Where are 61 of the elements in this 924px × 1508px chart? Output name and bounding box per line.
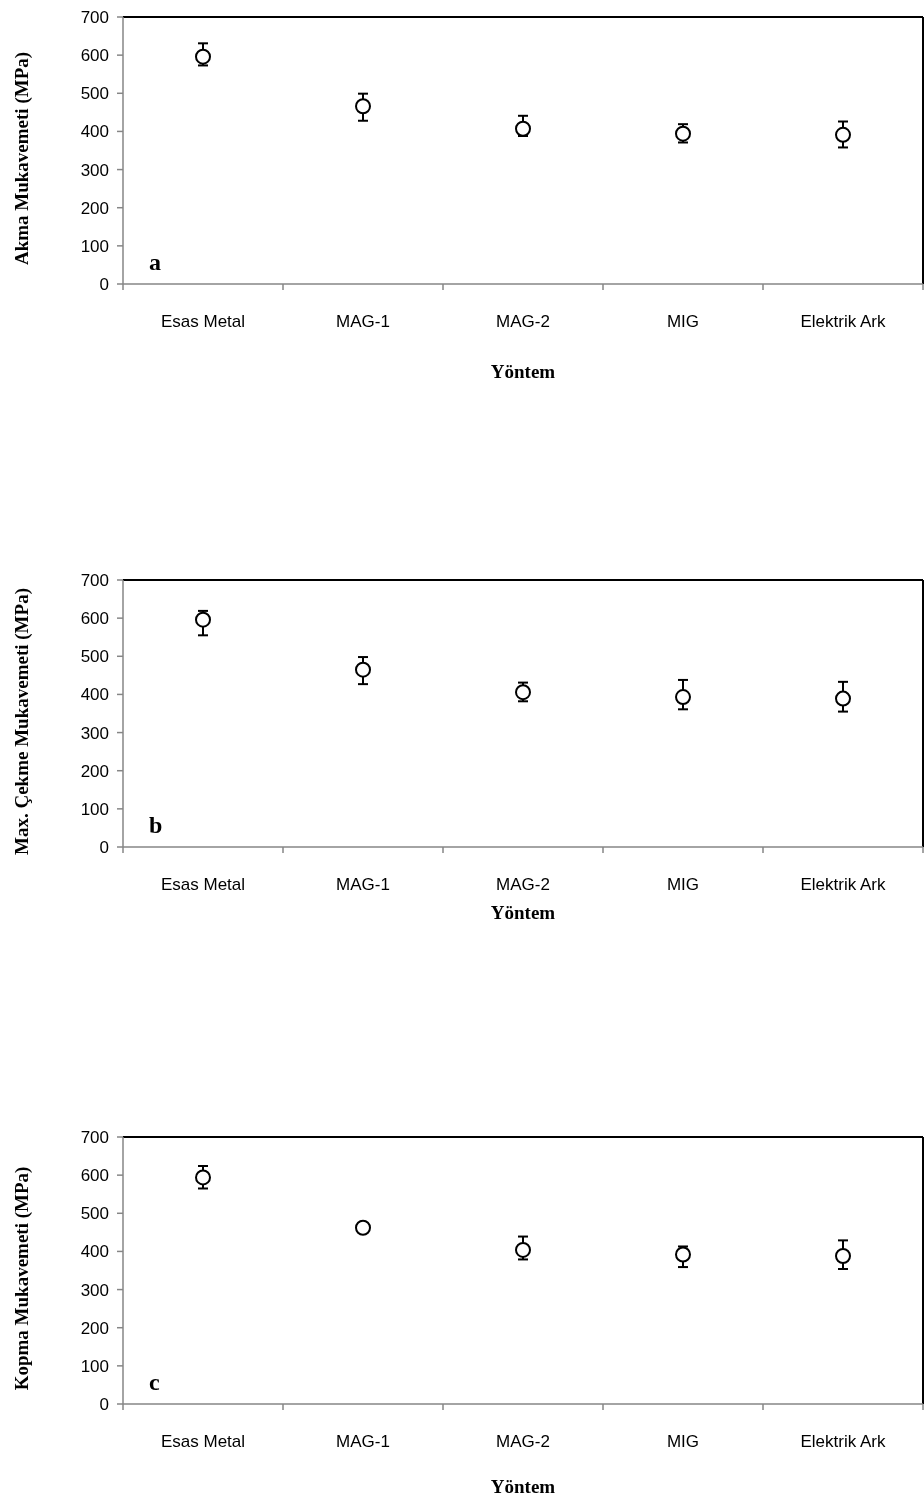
- y-tick-label: 500: [80, 84, 109, 104]
- y-axis-title: Max. Çekme Mukavemeti (MPa): [11, 588, 33, 855]
- y-tick-label: 700: [80, 7, 109, 27]
- y-tick-label: 600: [80, 1166, 109, 1186]
- x-tick-label: MIG: [666, 1432, 700, 1451]
- y-tick-label: 100: [80, 1356, 109, 1376]
- y-tick-label: 300: [80, 1280, 109, 1300]
- x-tick-label: MAG-1: [336, 312, 390, 331]
- point: [195, 48, 211, 65]
- y-tick-label: 200: [80, 198, 109, 218]
- y-tick-label: 500: [80, 647, 109, 667]
- point: [195, 1169, 211, 1186]
- x-tick-label: MIG: [666, 312, 700, 331]
- annotation: b: [149, 812, 163, 838]
- y-tick-label: 100: [80, 236, 109, 256]
- x-tick-label: MIG: [666, 875, 700, 894]
- point: [355, 661, 371, 678]
- x-axis-title: Yöntem: [490, 1476, 556, 1497]
- point: [355, 1219, 371, 1236]
- y-tick-label: 0: [99, 837, 109, 857]
- x-tick-label: Elektrik Ark: [800, 875, 886, 894]
- annotation: a: [149, 249, 161, 275]
- y-tick-label: 400: [80, 685, 109, 705]
- y-tick-label: 200: [80, 1318, 109, 1338]
- point: [515, 120, 531, 137]
- x-tick-label: Elektrik Ark: [800, 1432, 886, 1451]
- point: [835, 1248, 851, 1264]
- y-tick-label: 200: [80, 761, 109, 781]
- y-tick-label: 400: [80, 1242, 109, 1262]
- y-tick-label: 300: [80, 723, 109, 743]
- x-tick-label: MAG-1: [336, 875, 390, 894]
- y-axis-title: Akma Mukavemeti (MPa): [11, 51, 33, 266]
- y-tick-label: 100: [80, 799, 109, 819]
- y-tick-label: 700: [80, 570, 109, 590]
- y-tick-label: 0: [99, 1394, 109, 1414]
- point: [675, 1246, 691, 1263]
- y-tick-label: 0: [99, 274, 109, 294]
- y-tick-label: 600: [80, 46, 109, 66]
- y-tick-label: 600: [80, 609, 109, 629]
- y-tick-label: 700: [80, 1127, 109, 1147]
- x-tick-label: MAG-2: [496, 875, 550, 894]
- y-axis-title: Kopma Mukavemeti (MPa): [11, 1166, 33, 1391]
- point: [835, 690, 851, 707]
- x-tick-label: MAG-1: [336, 1432, 390, 1451]
- x-axis-title: Yöntem: [490, 361, 556, 382]
- x-tick-label: Elektrik Ark: [800, 312, 886, 331]
- y-tick-label: 400: [80, 122, 109, 142]
- x-tick-label: Esas Metal: [160, 1432, 246, 1451]
- point: [355, 98, 371, 115]
- annotation: c: [149, 1369, 160, 1395]
- point: [515, 1241, 531, 1258]
- x-tick-label: Esas Metal: [160, 875, 246, 894]
- y-tick-label: 300: [80, 160, 109, 180]
- y-tick-label: 500: [80, 1204, 109, 1224]
- x-tick-label: Esas Metal: [160, 312, 246, 331]
- point: [675, 689, 691, 706]
- x-tick-label: MAG-2: [496, 312, 550, 331]
- point: [195, 611, 211, 628]
- point: [835, 126, 851, 143]
- x-axis-title: Yöntem: [490, 902, 556, 923]
- x-tick-label: MAG-2: [496, 1432, 550, 1451]
